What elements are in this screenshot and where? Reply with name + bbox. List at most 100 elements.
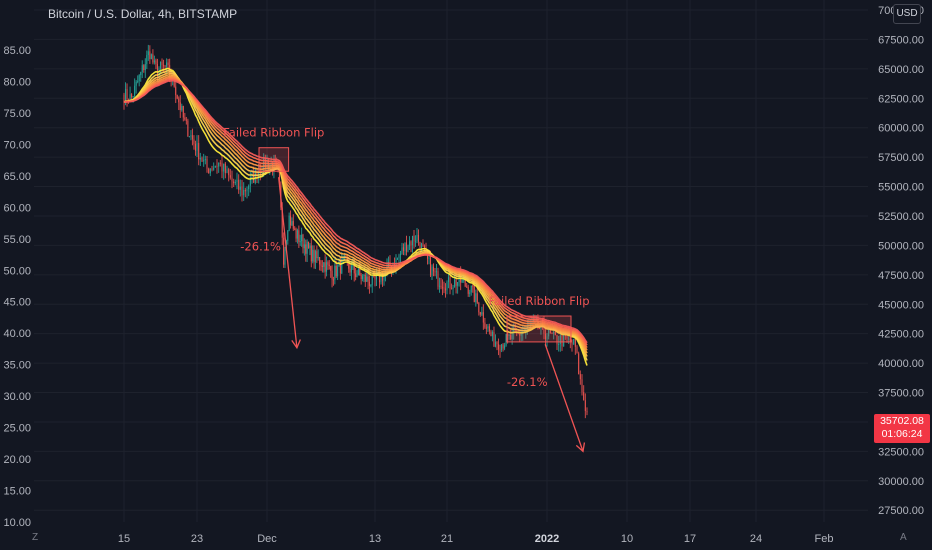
- last-price-value: 35702.08: [874, 415, 930, 428]
- candle-body: [155, 60, 156, 64]
- candle-body: [316, 251, 317, 258]
- right-axis-tick: 47500.00: [878, 270, 924, 282]
- candle-body: [370, 285, 371, 286]
- candle-body: [304, 244, 305, 248]
- candle-body: [230, 175, 231, 177]
- candle-body: [466, 286, 467, 287]
- time-axis-tick: 24: [750, 533, 762, 545]
- chart-title: Bitcoin / U.S. Dollar, 4h, BITSTAMP: [48, 7, 237, 21]
- candle-body: [330, 266, 331, 271]
- candle-body: [422, 243, 423, 246]
- candle-body: [325, 262, 326, 271]
- candle-body: [573, 339, 574, 345]
- candle-body: [134, 86, 135, 96]
- candle-body: [206, 159, 207, 169]
- candle-body: [406, 243, 407, 252]
- candle-body: [496, 342, 497, 344]
- candle-body: [585, 400, 586, 411]
- candle-body: [309, 246, 310, 248]
- candle-body: [484, 323, 485, 328]
- currency-button[interactable]: USD: [893, 4, 921, 24]
- candle-body: [483, 312, 484, 322]
- candle-body: [397, 258, 398, 259]
- candle-body: [160, 62, 161, 68]
- right-axis-tick: 62500.00: [878, 93, 924, 105]
- candle-body: [434, 271, 435, 272]
- right-axis-tick: 52500.00: [878, 211, 924, 223]
- candle-body: [241, 187, 242, 196]
- candle-body: [145, 64, 146, 70]
- left-axis-tick: 25.00: [3, 423, 31, 435]
- candle-body: [581, 379, 582, 392]
- left-axis-tick: 70.00: [3, 139, 31, 151]
- left-axis-tick: 50.00: [3, 265, 31, 277]
- candle-body: [205, 159, 206, 160]
- candle-body: [146, 55, 147, 64]
- candle-body: [245, 190, 246, 191]
- candle-body: [136, 82, 137, 86]
- candle-body: [487, 326, 488, 328]
- candle-body: [413, 236, 414, 241]
- candle-body: [198, 143, 199, 159]
- candle-body: [283, 238, 284, 265]
- candle-body: [445, 289, 446, 291]
- timezone-button[interactable]: Z: [32, 532, 38, 543]
- candle-body: [481, 312, 482, 314]
- candle-body: [192, 135, 193, 139]
- candle-body: [453, 287, 454, 289]
- candle-body: [327, 262, 328, 265]
- time-axis[interactable]: 15 23 Dec 13 21 2022 10 17 24 Feb: [0, 528, 932, 550]
- candle-body: [400, 254, 401, 256]
- left-axis-tick: 40.00: [3, 328, 31, 340]
- candle-body: [195, 144, 196, 151]
- candle-body: [472, 286, 473, 287]
- candle-body: [571, 342, 572, 344]
- failed-flip-label: Failed Ribbon Flip: [488, 294, 589, 308]
- candle-body: [409, 241, 410, 246]
- candle-body: [443, 287, 444, 288]
- time-axis-tick: 21: [441, 533, 453, 545]
- candle-body: [474, 286, 475, 302]
- candle-body: [231, 178, 232, 182]
- candle-body: [302, 235, 303, 248]
- time-axis-tick: 23: [191, 533, 203, 545]
- candle-body: [178, 99, 179, 103]
- left-axis-tick: 30.00: [3, 391, 31, 403]
- candle-body: [449, 277, 450, 288]
- candle-body: [319, 257, 320, 264]
- candle-body: [323, 262, 324, 266]
- candle-body: [354, 265, 355, 273]
- candle-body: [493, 332, 494, 347]
- candle-body: [233, 181, 234, 183]
- candle-body: [356, 275, 357, 277]
- failed-flip-label: Failed Ribbon Flip: [223, 126, 324, 140]
- candle-body: [578, 353, 579, 374]
- candle-body: [211, 169, 212, 170]
- candle-body: [312, 250, 313, 261]
- candle-countdown: 01:06:24: [874, 428, 930, 441]
- candle-body: [442, 287, 443, 288]
- candle-body: [469, 292, 470, 293]
- candle-body: [326, 262, 327, 272]
- candle-body: [424, 246, 425, 248]
- candle-body: [475, 293, 476, 302]
- candle-body: [305, 244, 306, 253]
- candle-body: [151, 54, 152, 59]
- auto-scale-button[interactable]: A: [900, 532, 907, 543]
- candle-body: [314, 250, 315, 262]
- candle-body: [358, 269, 359, 275]
- time-axis-tick: 10: [621, 533, 633, 545]
- candle-body: [148, 51, 149, 55]
- candle-body: [215, 166, 216, 168]
- right-axis[interactable]: 70000.0067500.0065000.0062500.0060000.00…: [868, 0, 932, 528]
- candle-body: [248, 186, 249, 189]
- candle-body: [133, 96, 134, 97]
- candle-body: [334, 266, 335, 280]
- candle-body: [350, 269, 351, 273]
- candle-body: [201, 158, 202, 162]
- candle-body: [294, 229, 295, 230]
- right-axis-tick: 30000.00: [878, 476, 924, 488]
- candle-body: [139, 75, 140, 81]
- candle-body: [154, 60, 155, 62]
